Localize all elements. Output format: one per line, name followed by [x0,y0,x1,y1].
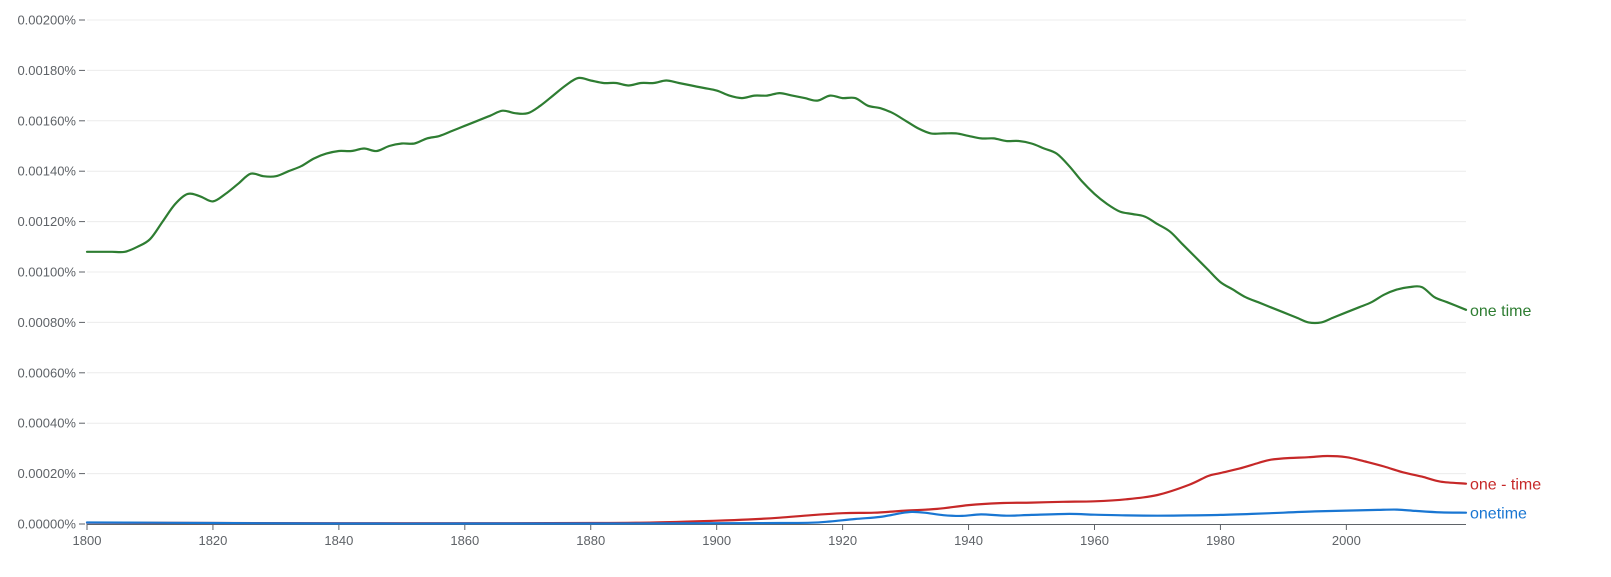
series-line-onetime[interactable] [85,508,1468,525]
x-tick-label: 1860 [450,533,479,548]
y-tick-label: 0.00100% [17,265,76,280]
series-lines[interactable] [85,76,1468,525]
series-line-one-time[interactable] [85,76,1468,325]
x-tick-label: 1940 [954,533,983,548]
x-tick-label: 1980 [1206,533,1235,548]
series-label-one-time: one time [1470,303,1531,320]
x-tick-label: 1820 [198,533,227,548]
y-tick-label: 0.00020% [17,466,76,481]
x-tick-label: 1840 [324,533,353,548]
x-tick-label: 1880 [576,533,605,548]
y-tick-label: 0.00140% [17,164,76,179]
y-tick-label: 0.00200% [17,13,76,28]
x-axis-ticks: 1800 1820 1840 1860 1880 1900 1920 1940 1960 1980… [73,524,1361,548]
y-tick-label: 0.00160% [17,113,76,128]
y-tick-label: 0.00060% [17,365,76,380]
x-tick-label: 2000 [1332,533,1361,548]
gridlines [87,19,1466,475]
y-tick-label: 0.00120% [17,214,76,229]
series-label-onetime: onetime [1470,506,1527,523]
y-tick-label: 0.00040% [17,416,76,431]
x-tick-label: 1960 [1080,533,1109,548]
y-axis-ticks: 0.00000% 0.00020% 0.00040% 0.00060% 0.00080%… [17,13,85,532]
x-tick-label: 1920 [828,533,857,548]
series-labels: one time one - time onetime [1470,303,1541,523]
x-tick-label: 1800 [73,533,102,548]
x-tick-label: 1900 [702,533,731,548]
y-tick-label: 0.00080% [17,315,76,330]
series-label-one-time: one - time [1470,477,1541,494]
y-tick-label: 0.00180% [17,63,76,78]
y-tick-label: 0.00000% [17,517,76,532]
